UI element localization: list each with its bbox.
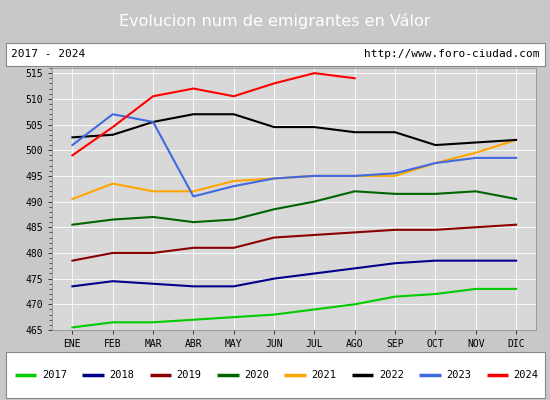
Text: http://www.foro-ciudad.com: http://www.foro-ciudad.com: [364, 49, 539, 59]
Text: 2021: 2021: [311, 370, 337, 380]
Text: 2017: 2017: [42, 370, 67, 380]
Text: 2017 - 2024: 2017 - 2024: [11, 49, 85, 59]
Text: 2023: 2023: [446, 370, 471, 380]
Text: 2024: 2024: [514, 370, 538, 380]
Text: Evolucion num de emigrantes en Válor: Evolucion num de emigrantes en Válor: [119, 13, 431, 29]
Text: 2022: 2022: [379, 370, 404, 380]
Text: 2020: 2020: [244, 370, 269, 380]
FancyBboxPatch shape: [6, 43, 544, 66]
Text: 2019: 2019: [177, 370, 202, 380]
FancyBboxPatch shape: [6, 352, 544, 398]
Text: 2018: 2018: [109, 370, 134, 380]
